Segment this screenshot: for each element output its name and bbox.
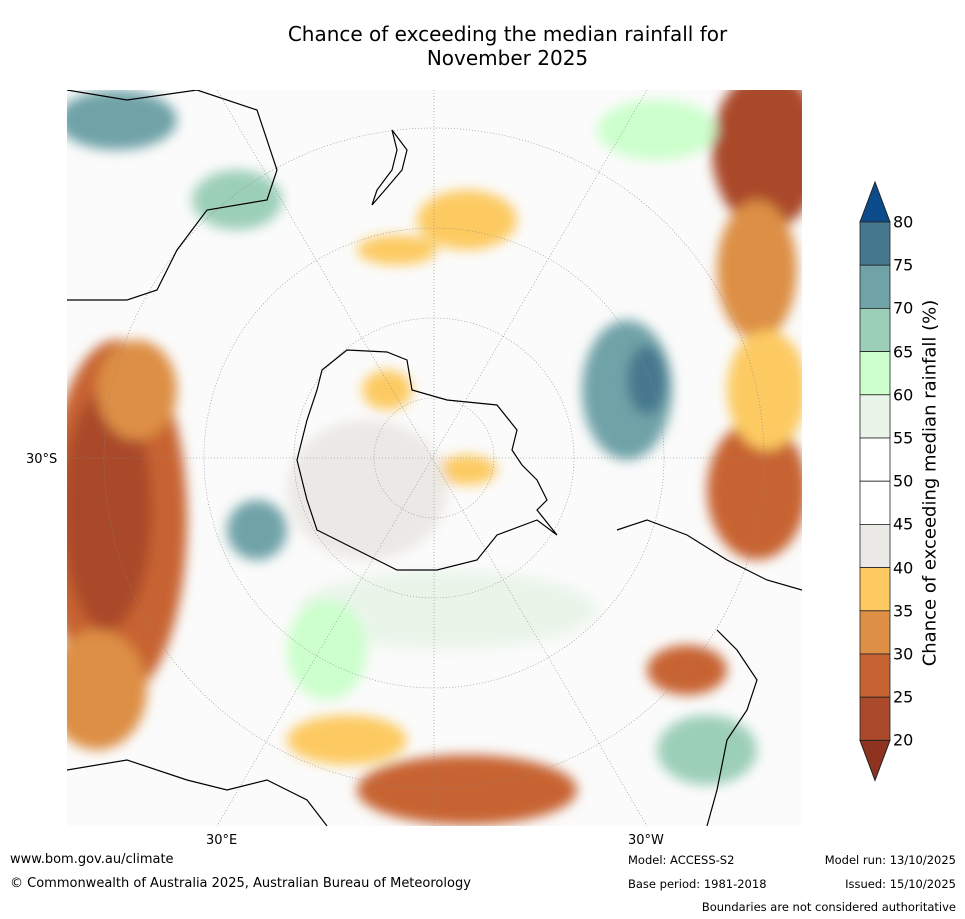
lon-label-30w: 30°W: [628, 833, 664, 848]
base-period: Base period: 1981-2018: [628, 877, 767, 891]
colorbar-band: [859, 221, 891, 266]
colorbar: 80 75 70 65 60 55 50 45 40 35 30 25 20: [850, 180, 913, 786]
colorbar-tick-label: 30: [893, 644, 914, 664]
colorbar-band: [859, 567, 891, 612]
colorbar-band: [859, 264, 891, 309]
colorbar-tick-label: 80: [893, 212, 914, 232]
colorbar-tick-label: 65: [893, 342, 914, 362]
map-canvas: [67, 90, 802, 826]
colorbar-bands: [859, 180, 891, 782]
antarctica-coastline: [296, 349, 558, 571]
new-zealand-coastline: [371, 129, 408, 206]
copyright: © Commonwealth of Australia 2025, Austra…: [10, 876, 471, 891]
colorbar-tick-label: 50: [893, 471, 914, 491]
website-link[interactable]: www.bom.gov.au/climate: [10, 852, 174, 867]
colorbar-label: Chance of exceeding median rainfall (%): [919, 299, 941, 667]
graticule: [67, 90, 802, 826]
disclaimer: Boundaries are not considered authoritat…: [701, 900, 956, 914]
colorbar-tick-label: 70: [893, 298, 914, 318]
colorbar-over-arrow: [859, 180, 891, 223]
chart-title: Chance of exceeding the median rainfall …: [200, 22, 815, 70]
lon-label-30e: 30°E: [206, 833, 238, 848]
colorbar-tick-label: 75: [893, 255, 914, 275]
model-info: Model: ACCESS-S2: [628, 853, 735, 867]
colorbar-tick-label: 25: [893, 687, 914, 707]
colorbar-band: [859, 351, 891, 396]
colorbar-under-arrow: [859, 739, 891, 782]
colorbar-tick-label: 45: [893, 514, 914, 534]
colorbar-tick-label: 55: [893, 428, 914, 448]
colorbar-tick-label: 60: [893, 385, 914, 405]
title-line-1: Chance of exceeding the median rainfall …: [287, 22, 728, 46]
colorbar-band: [859, 394, 891, 439]
issued-date: Issued: 15/10/2025: [845, 877, 956, 891]
south-america-coastline: [616, 519, 802, 826]
probability-fields: [67, 90, 802, 825]
colorbar-tick-label: 40: [893, 558, 914, 578]
colorbar-band: [859, 696, 891, 741]
colorbar-band: [859, 653, 891, 698]
model-run: Model run: 13/10/2025: [824, 853, 956, 867]
australia-coastline: [67, 90, 278, 301]
colorbar-band: [859, 307, 891, 352]
rainfall-map: [67, 90, 802, 826]
colorbar-band: [859, 437, 891, 482]
title-line-2: November 2025: [426, 46, 589, 70]
colorbar-band: [859, 610, 891, 655]
africa-coastline: [67, 759, 328, 826]
colorbar-band: [859, 480, 891, 525]
colorbar-tick-label: 20: [893, 730, 914, 750]
lat-label-30s: 30°S: [26, 452, 58, 467]
colorbar-band: [859, 523, 891, 568]
colorbar-tick-label: 35: [893, 601, 914, 621]
